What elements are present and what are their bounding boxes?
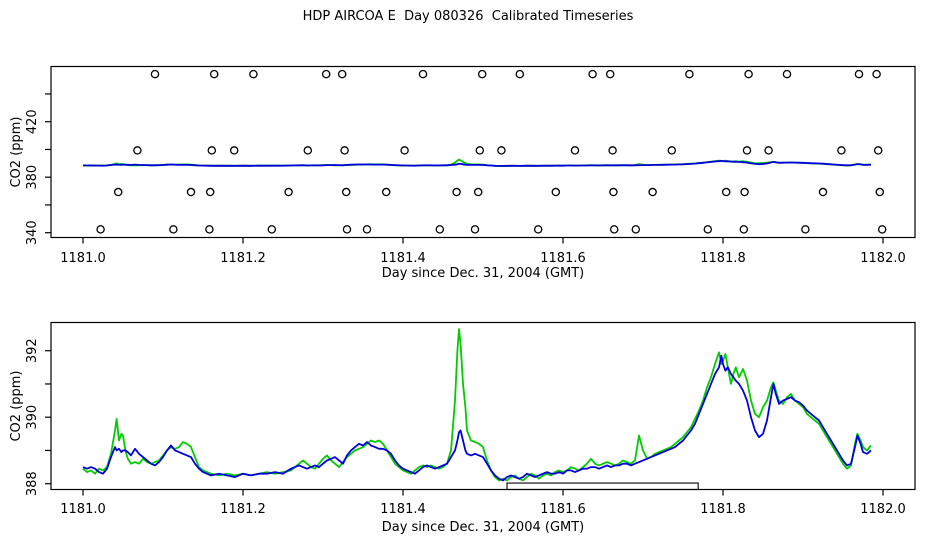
calibration-circle <box>303 146 313 155</box>
calibration-circle <box>470 225 480 234</box>
calibration-circle <box>473 187 483 197</box>
calibration-circle <box>340 146 349 155</box>
calibration-circle <box>205 225 214 234</box>
calibration-circle <box>452 187 461 197</box>
x-tick-label: 1182.0 <box>860 251 906 266</box>
x-tick-label: 1181.8 <box>700 251 746 266</box>
x-tick-label: 1182.0 <box>860 502 906 517</box>
flag-box <box>506 482 699 491</box>
y-tick-label: 340 <box>25 220 40 245</box>
calibration-circle <box>605 69 615 79</box>
x-tick-label: 1181.2 <box>220 502 266 517</box>
calibration-circle <box>249 69 258 79</box>
calibration-circle <box>667 146 677 155</box>
calibration-circle <box>631 225 641 234</box>
calibration-circle <box>740 187 749 197</box>
calibration-circle <box>342 225 352 234</box>
x-tick-label: 1181.0 <box>60 502 106 517</box>
calibration-circle <box>703 225 713 234</box>
calibration-circle <box>873 146 883 155</box>
calibration-circle <box>739 225 749 234</box>
y-tick-label: 388 <box>25 471 40 496</box>
calibration-circle <box>381 187 391 197</box>
chart-title: HDP AIRCOA E Day 080326 Calibrated Times… <box>302 9 634 24</box>
calibration-circle <box>435 225 445 234</box>
calibration-circle <box>872 69 881 79</box>
series-line-co2-calibrated-blue <box>82 354 872 482</box>
plot-frame-top <box>50 65 916 239</box>
calibration-circle <box>875 187 885 197</box>
y-tick-label: 420 <box>25 109 40 134</box>
calibration-circle <box>205 187 215 197</box>
x-tick-label: 1181.6 <box>540 251 586 266</box>
calibration-circle <box>877 225 887 234</box>
calibration-circle <box>818 187 828 197</box>
calibration-circle <box>744 69 753 79</box>
y-tick-label: 380 <box>25 165 40 190</box>
calibration-circle <box>742 146 752 155</box>
calibration-circle <box>764 146 773 155</box>
calibration-circle <box>497 146 506 155</box>
y-axis-label: CO2 (ppm) <box>9 370 24 441</box>
calibration-circle <box>400 146 409 155</box>
calibration-circle <box>169 225 178 234</box>
calibration-circle <box>321 69 331 79</box>
y-tick-label: 392 <box>25 338 40 363</box>
calibration-circle <box>801 225 810 234</box>
y-axis-label: CO2 (ppm) <box>9 116 24 187</box>
calibration-circle <box>267 225 277 234</box>
panel-bottom: 1181.0 1181.2 1181.4 1181.6 1181.8 1182.0 388 3… <box>9 321 916 535</box>
x-axis-label: Day since Dec. 31, 2004 (GMT) <box>382 520 585 535</box>
calibration-circle <box>854 69 864 79</box>
x-tick-label: 1181.4 <box>380 502 426 517</box>
calibration-circle <box>685 69 694 79</box>
calibration-circle <box>608 146 617 155</box>
calibration-circle <box>113 187 123 197</box>
calibration-circle <box>570 146 580 155</box>
plot-frame-bottom <box>50 321 916 491</box>
calibration-circle <box>477 69 487 79</box>
calibration-circle <box>341 187 351 197</box>
calibration-circle <box>533 225 543 234</box>
x-tick-label: 1181.2 <box>220 251 266 266</box>
y-tick-label: 390 <box>25 405 40 430</box>
calibration-circle <box>609 187 618 197</box>
calibration-circle <box>207 146 217 155</box>
x-tick-label: 1181.0 <box>60 251 106 266</box>
calibration-circle <box>588 69 597 79</box>
calibration-circle <box>782 69 792 79</box>
calibration-circle <box>551 187 561 197</box>
calibration-circle <box>209 69 219 79</box>
calibration-circle <box>337 69 347 79</box>
series-line-co2-calibrated-green <box>82 328 872 482</box>
x-tick-label: 1181.6 <box>540 502 586 517</box>
calibration-circle <box>418 69 428 79</box>
calibration-circle <box>648 187 657 197</box>
calibration-circle <box>515 69 525 79</box>
x-tick-label: 1181.8 <box>700 502 746 517</box>
calibration-circle <box>229 146 239 155</box>
calibration-circle <box>133 146 142 155</box>
series-line-co2-calibrated-blue <box>82 159 872 167</box>
calibration-circle <box>609 225 619 234</box>
calibration-circle <box>721 187 731 197</box>
x-tick-label: 1181.4 <box>380 251 426 266</box>
x-axis-label: Day since Dec. 31, 2004 (GMT) <box>382 266 585 281</box>
calibration-circle <box>96 225 105 234</box>
panel-top: 1181.0 1181.2 1181.4 1181.6 1181.8 1182.0 340 3… <box>9 65 916 281</box>
calibration-circle <box>186 187 196 197</box>
calibration-circle <box>837 146 846 155</box>
calibration-circle <box>150 69 160 79</box>
calibration-circle <box>362 225 372 234</box>
calibration-circle <box>475 146 485 155</box>
calibration-circle <box>284 187 293 197</box>
